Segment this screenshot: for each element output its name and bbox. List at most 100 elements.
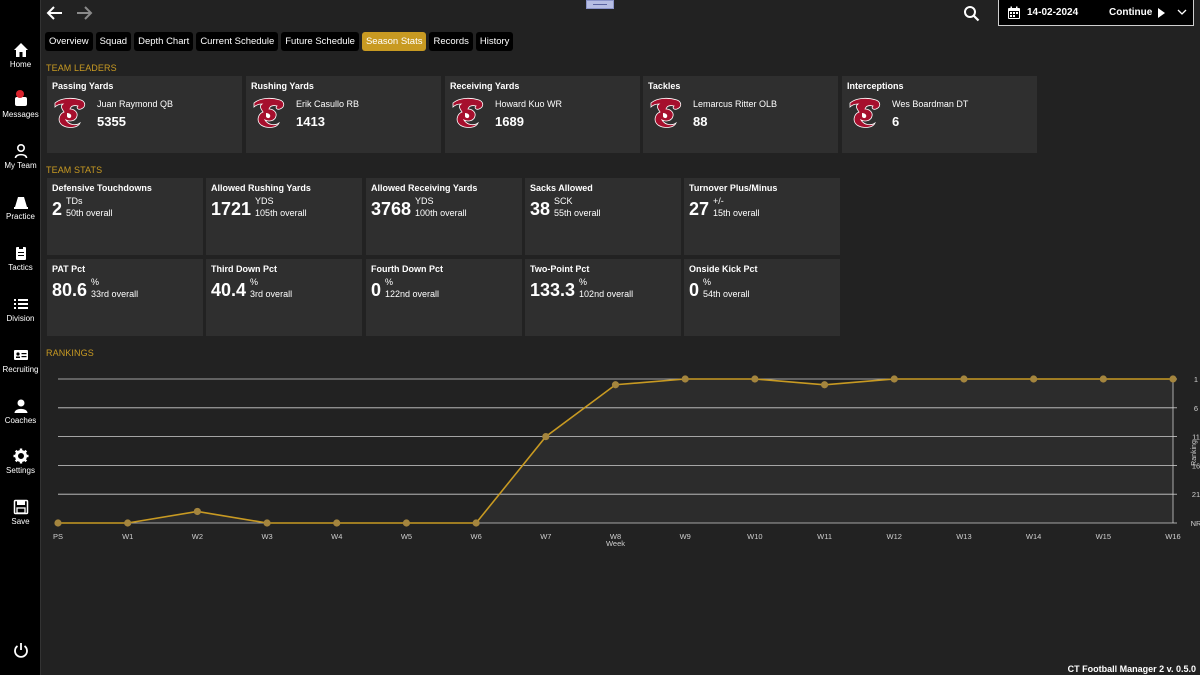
stat-value: 40.4 — [211, 280, 247, 300]
stat-rank: 50th overall — [66, 208, 113, 218]
tab-depth-chart[interactable]: Depth Chart — [134, 32, 194, 51]
leader-category: Interceptions — [847, 81, 904, 91]
stat-unit: % — [91, 277, 100, 287]
forward-arrow-icon[interactable] — [75, 4, 93, 22]
leader-card[interactable]: Passing Yards Juan Raymond QB 5355 — [47, 76, 242, 153]
leader-card[interactable]: Interceptions Wes Boardman DT 6 — [842, 76, 1037, 153]
chart-point — [681, 375, 689, 383]
nav-division[interactable]: Division — [0, 294, 41, 342]
stat-title: Fourth Down Pct — [371, 264, 443, 274]
stat-title: Two-Point Pct — [530, 264, 590, 274]
save-icon — [13, 499, 28, 515]
chart-x-tick-label: W13 — [956, 532, 971, 541]
chart-area — [58, 379, 1173, 523]
nav-save[interactable]: Save — [0, 497, 41, 545]
search-icon[interactable] — [963, 5, 980, 22]
chart-point — [820, 381, 829, 389]
chevron-down-icon[interactable] — [1177, 7, 1187, 17]
nav-home[interactable]: Home — [0, 40, 41, 88]
leader-player-name[interactable]: Wes Boardman DT — [892, 99, 969, 109]
leader-value: 1689 — [495, 114, 524, 129]
stat-card: Defensive Touchdowns 2 TDs 50th overall — [47, 178, 203, 255]
stat-card: Turnover Plus/Minus 27 +/- 15th overall — [684, 178, 840, 255]
nav-my-team-label: My Team — [4, 161, 37, 170]
window-drag-handle[interactable] — [586, 0, 614, 9]
tab-future-schedule[interactable]: Future Schedule — [281, 32, 359, 51]
stat-card: Third Down Pct 40.4% 3rd overall — [206, 259, 362, 336]
leader-player-name[interactable]: Erik Casullo RB — [296, 99, 360, 109]
chart-x-axis-label: Week — [606, 539, 625, 548]
power-icon — [13, 643, 28, 658]
stat-unit: YDS — [415, 196, 434, 206]
back-arrow-icon[interactable] — [46, 4, 64, 22]
nav-division-label: Division — [6, 314, 35, 323]
chart-x-tick-label: W4 — [331, 532, 342, 541]
nav-my-team[interactable]: My Team — [0, 141, 41, 189]
stat-title: Turnover Plus/Minus — [689, 183, 778, 193]
chart-x-tick-label: W7 — [540, 532, 551, 541]
tab-bar: Overview Squad Depth Chart Current Schedule… — [45, 32, 514, 51]
current-date: 14-02-2024 — [1027, 7, 1079, 18]
stat-value: 0 — [689, 280, 700, 300]
tab-overview[interactable]: Overview — [45, 32, 93, 51]
person-icon — [14, 143, 27, 159]
stat-unit: TDs — [66, 196, 83, 206]
nav-tactics[interactable]: Tactics — [0, 243, 41, 291]
team-stats-heading: TEAM STATS — [46, 165, 103, 175]
tab-squad[interactable]: Squad — [95, 32, 132, 51]
nav-recruiting[interactable]: Recruiting — [0, 345, 41, 393]
leader-player-name[interactable]: Juan Raymond QB — [97, 99, 174, 109]
leader-player-name[interactable]: Howard Kuo WR — [495, 99, 563, 109]
team-logo-icon — [848, 97, 882, 129]
tab-season-stats[interactable]: Season Stats — [361, 32, 427, 51]
chart-x-tick-label: W14 — [1026, 532, 1041, 541]
chart-point — [124, 519, 132, 527]
nav-settings-label: Settings — [6, 466, 35, 475]
leader-player-name[interactable]: Lemarcus Ritter OLB — [693, 99, 778, 109]
chart-y-tick-label: 6 — [1194, 404, 1198, 413]
stat-title: Third Down Pct — [211, 264, 277, 274]
stat-card: Allowed Rushing Yards 1721 YDS 105th overal… — [206, 178, 362, 255]
chart-x-tick-label: W15 — [1096, 532, 1111, 541]
chart-x-tick-label: W6 — [471, 532, 482, 541]
stat-rank: 3rd overall — [250, 289, 293, 299]
leader-card[interactable]: Rushing Yards Erik Casullo RB 1413 — [246, 76, 441, 153]
nav-coaches[interactable]: Coaches — [0, 396, 41, 444]
stat-card: Sacks Allowed 38 SCK 55th overall — [525, 178, 681, 255]
stat-rank: 54th overall — [703, 289, 750, 299]
leader-card[interactable]: Tackles Lemarcus Ritter OLB 88 — [643, 76, 838, 153]
leader-card[interactable]: Receiving Yards Howard Kuo WR 1689 — [445, 76, 640, 153]
chart-point — [193, 507, 201, 516]
stat-rank: 122nd overall — [385, 289, 440, 299]
id-card-icon — [13, 350, 28, 360]
sidebar: Home Messages My Team Practice Tactics D… — [0, 0, 41, 675]
tab-current-schedule[interactable]: Current Schedule — [196, 32, 279, 51]
messages-icon — [14, 97, 27, 106]
date-continue-box: 14-02-2024 Continue — [998, 0, 1194, 26]
stat-unit: % — [703, 277, 712, 287]
nav-practice-label: Practice — [6, 212, 35, 221]
stat-unit: % — [579, 277, 588, 287]
power-button[interactable] — [0, 640, 41, 675]
tab-records[interactable]: Records — [429, 32, 473, 51]
stat-unit: % — [250, 277, 259, 287]
tab-history[interactable]: History — [475, 32, 514, 51]
chart-x-tick-label: W10 — [747, 532, 762, 541]
nav-settings[interactable]: Settings — [0, 446, 41, 494]
nav-messages[interactable]: Messages — [0, 90, 41, 138]
stat-rank: 105th overall — [255, 208, 307, 218]
rankings-heading: RANKINGS — [46, 348, 94, 358]
practice-icon — [13, 197, 28, 209]
continue-button[interactable]: Continue — [1109, 0, 1166, 25]
continue-label: Continue — [1109, 7, 1153, 18]
chart-point — [960, 375, 968, 383]
stat-title: Onside Kick Pct — [689, 264, 758, 274]
nav-practice[interactable]: Practice — [0, 192, 41, 240]
stat-title: PAT Pct — [52, 264, 86, 274]
chart-point — [751, 375, 759, 383]
home-icon — [13, 43, 28, 57]
stat-card: PAT Pct 80.6% 33rd overall — [47, 259, 203, 336]
chart-x-tick-label: W8 — [610, 532, 621, 541]
chart-x-tick-label: W3 — [261, 532, 272, 541]
chart-y-tick-label: 21 — [1192, 490, 1200, 499]
